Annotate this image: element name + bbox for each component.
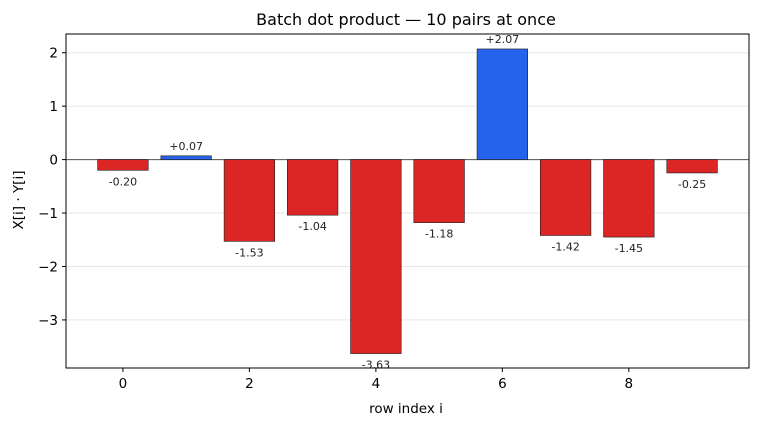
data-label: +0.07: [169, 140, 203, 153]
data-label: +2.07: [486, 33, 520, 46]
x-tick-label: 4: [372, 376, 381, 392]
data-label: -1.42: [551, 240, 579, 253]
y-tick-label: 2: [49, 46, 58, 62]
bar: [97, 159, 149, 171]
data-label: -1.53: [235, 246, 263, 259]
y-axis-ticks: −3 −2 −1 0 1 2: [38, 46, 66, 329]
x-tick-label: 0: [119, 376, 128, 392]
bar: [413, 159, 465, 223]
bar: [160, 155, 212, 160]
bar: [476, 48, 528, 160]
bar: [223, 159, 275, 242]
bar: [350, 159, 402, 354]
plot-frame: [65, 33, 750, 369]
bar: [603, 159, 655, 238]
data-label: -1.45: [615, 242, 643, 255]
y-tick-label: 0: [49, 153, 58, 169]
data-label: -0.20: [109, 175, 137, 188]
bar: [666, 159, 718, 174]
x-tick-label: 6: [498, 376, 507, 392]
x-axis-label: row index i: [369, 401, 443, 417]
data-labels: -0.20+0.07-1.53-1.04-3.63-1.18+2.07-1.42…: [109, 33, 707, 372]
y-tick-label: −2: [38, 259, 58, 275]
bar: [287, 159, 339, 216]
y-axis-label: X[i] · Y[i]: [11, 171, 27, 230]
x-axis-ticks: 0 2 4 6 8: [119, 368, 634, 392]
bar: [540, 159, 592, 236]
y-tick-label: −1: [38, 206, 58, 222]
y-tick-label: −3: [38, 313, 58, 329]
x-tick-label: 8: [625, 376, 634, 392]
bars: [97, 48, 718, 354]
data-label: -1.04: [298, 220, 326, 233]
x-tick-label: 2: [245, 376, 254, 392]
chart-title: Batch dot product — 10 pairs at once: [256, 10, 556, 29]
y-tick-label: 1: [49, 99, 58, 115]
data-label: -0.25: [678, 178, 706, 191]
data-label: -1.18: [425, 228, 453, 241]
